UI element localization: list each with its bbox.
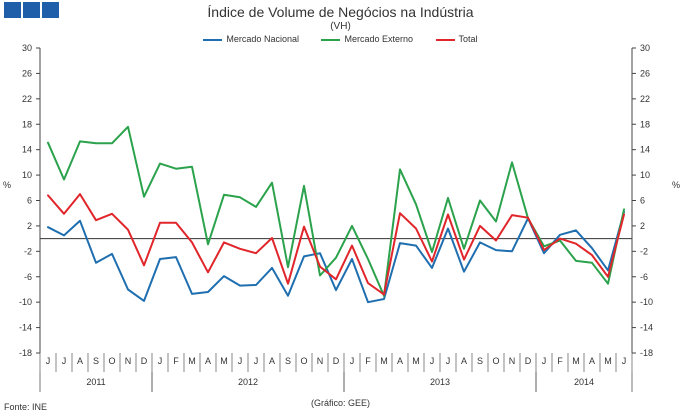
x-tick-label: M [412,356,420,366]
y-axis-label-right: % [672,180,681,190]
y-tick-label-left: -14 [19,323,32,333]
x-tick-label: S [93,356,99,366]
x-tick-label: A [397,356,403,366]
y-tick-label-left: 2 [27,221,32,231]
y-tick-label-right: -6 [640,272,648,282]
x-tick-label: F [173,356,179,366]
y-tick-label-right: 6 [640,196,645,206]
x-tick-label: N [125,356,132,366]
x-tick-label: J [46,356,51,366]
x-tick-label: J [254,356,259,366]
source-note: Fonte: INE [4,402,48,412]
x-tick-label: A [589,356,595,366]
y-tick-label-left: 6 [27,196,32,206]
chart-legend: Mercado Nacional Mercado Externo Total [0,34,681,44]
x-tick-label: A [205,356,211,366]
y-tick-label-right: 26 [640,68,650,78]
year-label: 2011 [86,377,105,387]
x-tick-label: J [350,356,355,366]
y-tick-label-right: 18 [640,119,650,129]
series-line-total [47,193,625,296]
x-tick-label: M [220,356,228,366]
x-tick-label: J [542,356,547,366]
y-tick-label-left: -6 [24,272,32,282]
x-tick-label: M [572,356,580,366]
brand-block-2 [23,2,40,18]
y-tick-label-left: -18 [19,348,32,358]
legend-swatch [203,38,223,41]
x-tick-label: M [604,356,612,366]
y-tick-label-left: -10 [19,297,32,307]
y-tick-label-left: 14 [22,145,32,155]
x-tick-label: J [62,356,67,366]
x-tick-label: F [557,356,563,366]
x-tick-label: J [622,356,627,366]
x-tick-label: J [430,356,435,366]
y-tick-label-right: -18 [640,348,653,358]
chart-subtitle: (VH) [330,21,351,32]
year-label: 2014 [574,377,594,387]
y-tick-label-left: 10 [22,170,32,180]
x-tick-label: J [238,356,243,366]
x-tick-label: F [365,356,371,366]
x-tick-label: J [446,356,451,366]
y-tick-label-left: 18 [22,119,32,129]
x-tick-label: M [380,356,388,366]
y-tick-label-right: 14 [640,145,650,155]
y-tick-label-right: 22 [640,94,650,104]
x-tick-label: D [141,356,148,366]
legend-label: Mercado Nacional [226,34,299,44]
y-tick-label-left: 30 [22,43,32,53]
x-tick-label: N [317,356,324,366]
year-label: 2013 [430,377,450,387]
year-label: 2012 [238,377,258,387]
x-tick-label: A [77,356,83,366]
x-tick-label: J [158,356,163,366]
y-tick-label-right: 30 [640,43,650,53]
y-tick-label-right: -10 [640,297,653,307]
legend-label: Mercado Externo [344,34,414,44]
legend-label: Total [458,34,478,44]
x-tick-label: D [333,356,340,366]
y-tick-label-left: 26 [22,68,32,78]
brand-block-3 [42,2,59,18]
y-tick-label-left: -2 [24,246,32,256]
brand-block-1 [4,2,21,18]
y-axis-label-left: % [3,180,12,190]
x-tick-label: A [269,356,275,366]
legend-item-total: Total [435,34,478,44]
x-tick-label: N [509,356,516,366]
y-tick-label-right: 2 [640,221,645,231]
credit-note: (Gráfico: GEE) [310,398,370,408]
x-tick-label: D [525,356,532,366]
legend-swatch [321,38,341,41]
y-tick-label-right: -2 [640,246,648,256]
x-tick-label: M [188,356,196,366]
x-tick-label: S [477,356,483,366]
x-tick-label: A [461,356,467,366]
y-tick-label-left: 22 [22,94,32,104]
chart-title: Índice de Volume de Negócios na Indústri… [207,4,474,20]
x-tick-label: O [108,356,115,366]
legend-item-mercado-nacional: Mercado Nacional [203,34,299,44]
series-line-mercado-externo [47,125,625,297]
x-tick-label: O [300,356,307,366]
y-tick-label-right: 10 [640,170,650,180]
x-tick-label: S [285,356,291,366]
y-tick-label-right: -14 [640,323,653,333]
legend-item-mercado-externo: Mercado Externo [321,34,413,44]
x-tick-label: O [492,356,499,366]
legend-swatch [435,38,455,41]
